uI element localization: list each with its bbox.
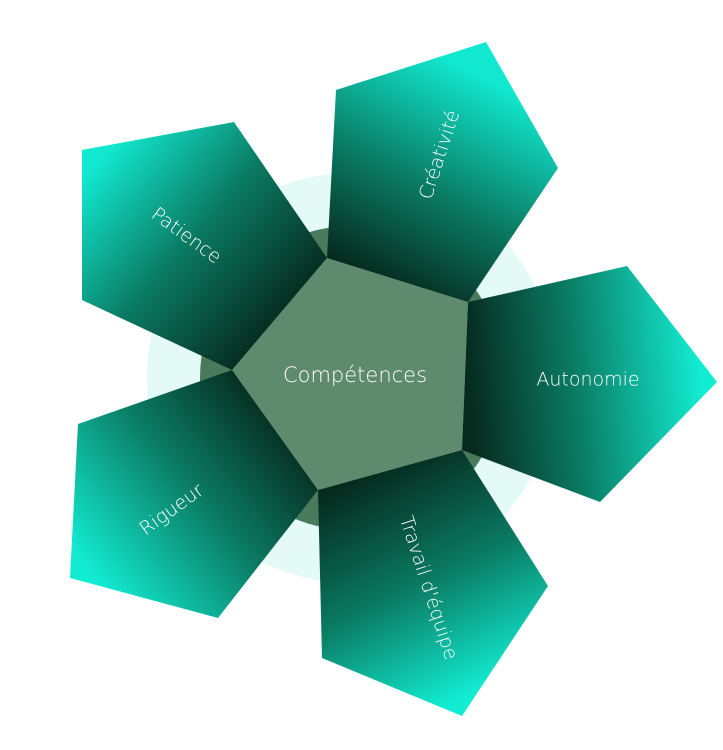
petal-creativite: Créativité	[327, 42, 558, 302]
petal-rigueur: Rigueur	[70, 370, 318, 618]
center-label: Compétences	[283, 363, 427, 387]
petal-travail-equipe: Travail d'équipe	[318, 450, 548, 716]
petal-patience: Patience	[82, 122, 327, 370]
petal-label-autonomie: Autonomie	[536, 369, 639, 391]
petal-autonomie: Autonomie	[462, 266, 717, 502]
center-node: Compétences	[232, 258, 468, 490]
